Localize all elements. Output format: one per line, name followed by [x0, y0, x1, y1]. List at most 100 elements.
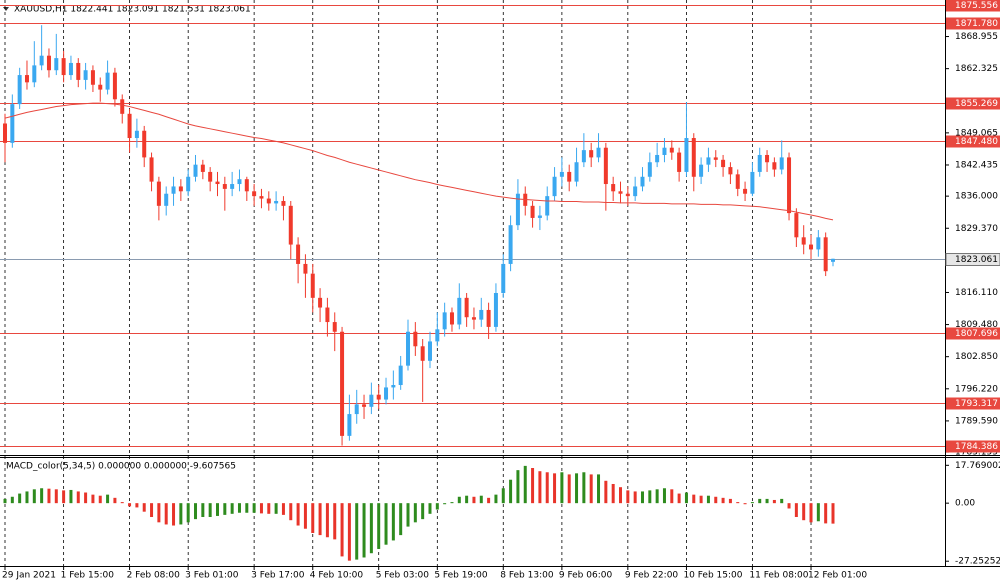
macd-bar	[765, 498, 769, 504]
macd-bar	[787, 503, 791, 509]
candle-body	[457, 297, 462, 325]
candle-body	[54, 58, 59, 71]
candle-body	[779, 157, 784, 170]
macd-bar	[728, 498, 732, 504]
macd-bar	[450, 502, 454, 504]
candle-body	[530, 205, 535, 218]
macd-bar	[142, 503, 146, 512]
macd-bar	[237, 503, 241, 513]
y-tick-label: 1809.480	[955, 320, 998, 330]
macd-bar	[780, 498, 784, 504]
level-label: 1855.269	[955, 99, 998, 109]
y-tick-label: 1789.590	[955, 416, 998, 426]
macd-bar	[457, 496, 461, 504]
candle-body	[735, 174, 740, 189]
macd-bar	[274, 503, 278, 514]
macd-bar	[106, 494, 110, 504]
macd-bar	[640, 491, 644, 504]
macd-bar	[626, 490, 630, 504]
candle-body	[545, 196, 550, 216]
candle-body	[647, 162, 652, 177]
candle-body	[178, 186, 183, 192]
macd-bar	[545, 472, 549, 504]
candle-body	[230, 184, 235, 189]
candle-body	[142, 130, 147, 158]
candle-body	[515, 193, 520, 226]
macd-bar	[150, 503, 154, 518]
y-tick-label: 1862.325	[955, 64, 998, 74]
macd-bar	[736, 502, 740, 504]
macd-bar	[575, 473, 579, 504]
macd-bar	[201, 503, 205, 518]
candle-body	[200, 164, 205, 172]
macd-bar	[333, 503, 337, 540]
y-tick-label: 1842.435	[955, 160, 998, 170]
macd-bar	[259, 503, 263, 514]
candle-body	[567, 171, 572, 182]
macd-bar	[516, 470, 520, 504]
level-label: 1807.696	[955, 329, 998, 339]
candle-body	[486, 309, 491, 327]
candle-body	[508, 225, 513, 264]
candle-body	[193, 164, 198, 177]
candle-body	[669, 147, 674, 153]
x-tick-label: 11 Feb 08:00	[749, 571, 808, 581]
candle-body	[164, 193, 169, 206]
macd-bar	[208, 503, 212, 518]
macd-bar	[303, 503, 307, 529]
macd-bar	[245, 503, 249, 513]
level-label: 1793.317	[955, 399, 998, 409]
macd-bar	[391, 503, 395, 541]
macd-bar	[421, 503, 425, 520]
level-label-box	[946, 397, 1000, 410]
macd-bar	[472, 496, 476, 504]
candle-body	[303, 263, 308, 274]
candle-body	[501, 263, 506, 294]
collapse-icon	[3, 7, 9, 11]
candle-body	[743, 188, 748, 194]
macd-bar	[824, 503, 828, 524]
level-label: 1875.556	[955, 1, 998, 11]
x-tick-label: 5 Feb 19:00	[434, 571, 488, 581]
macd-bar	[18, 493, 22, 504]
macd-bar	[98, 495, 102, 504]
candle-body	[420, 346, 425, 361]
candle-body	[750, 171, 755, 194]
candle-body	[376, 394, 381, 400]
candle-body	[794, 213, 799, 238]
macd-bar	[560, 472, 564, 504]
macd-bar	[509, 479, 513, 504]
candle-body	[464, 297, 469, 318]
macd-bar	[816, 503, 820, 522]
candle-body	[332, 322, 337, 332]
candle-body	[493, 293, 498, 327]
x-tick-label: 4 Feb 10:00	[310, 571, 364, 581]
indicator-title: MACD_color(5,34,5) 0.000000 0.000000 -9.…	[6, 462, 236, 472]
macd-bar	[413, 503, 417, 523]
macd-bar	[267, 503, 271, 514]
macd-bar	[296, 503, 300, 526]
candle-body	[640, 176, 645, 187]
level-label-box	[946, 97, 1000, 110]
candle-body	[17, 75, 22, 105]
candle-body	[691, 138, 696, 177]
candle-body	[816, 237, 821, 250]
macd-bar	[633, 491, 637, 504]
candle-body	[589, 150, 594, 158]
level-label: 1847.480	[955, 137, 998, 147]
macd-bar	[62, 490, 66, 504]
macd-bar	[40, 488, 44, 504]
macd-bar	[32, 489, 36, 504]
candle-body	[618, 191, 623, 194]
candle-body	[479, 309, 484, 320]
candle-body	[471, 317, 476, 320]
candle-body	[310, 273, 315, 298]
macd-bar	[465, 495, 469, 504]
candle-body	[362, 404, 367, 407]
candle-body	[288, 205, 293, 245]
current-price-box	[945, 253, 1000, 266]
macd-bar	[692, 494, 696, 504]
macd-bar	[443, 503, 447, 505]
macd-bar	[538, 471, 542, 504]
